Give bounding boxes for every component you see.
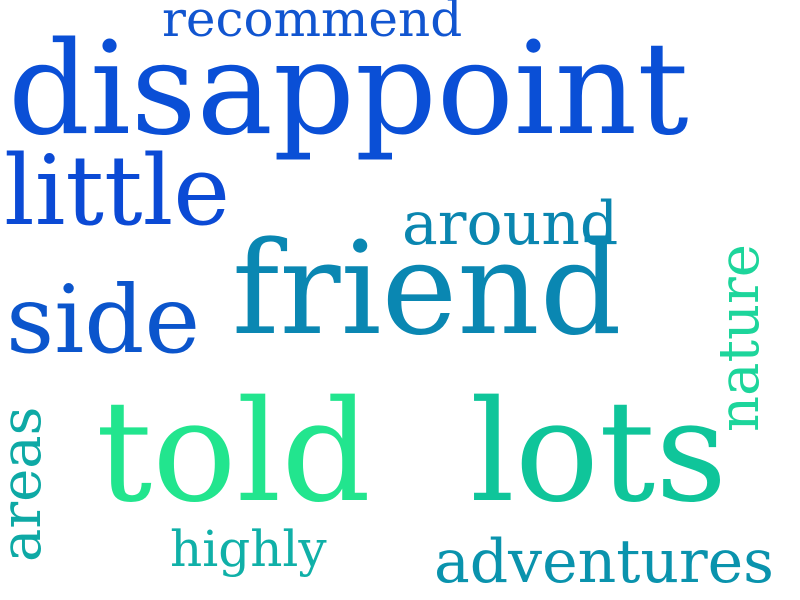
word-recommend: recommend [162,0,463,48]
word-nature: nature [707,244,772,432]
word-lots: lots [470,371,728,534]
word-little: little [4,135,231,247]
word-disappoint: disappoint [8,15,689,164]
word-areas: areas [0,406,54,562]
word-highly: highly [170,520,327,578]
word-friend: friend [232,215,622,364]
word-adventures: adventures [434,527,774,597]
word-told: told [96,371,371,534]
word-around: around [402,189,619,259]
word-side: side [6,266,201,375]
